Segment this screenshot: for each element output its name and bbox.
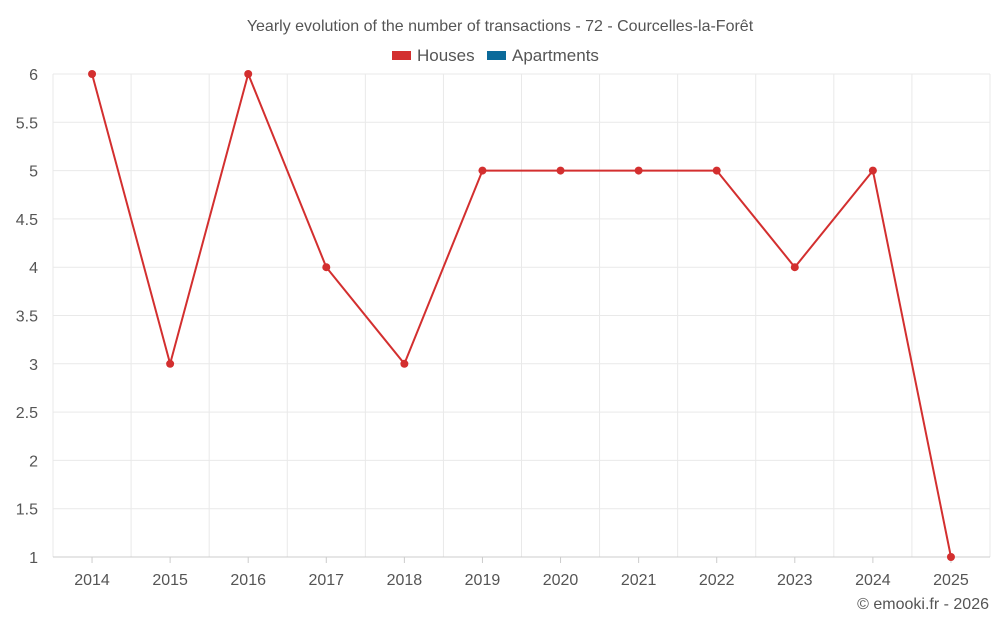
y-tick-label: 6 xyxy=(29,67,38,84)
x-tick-label: 2015 xyxy=(152,572,188,589)
data-point-houses xyxy=(790,263,799,272)
x-tick-label: 2022 xyxy=(699,572,735,589)
x-tick-label: 2020 xyxy=(543,572,579,589)
legend: Houses Apartments xyxy=(392,46,599,65)
chart-title: Yearly evolution of the number of transa… xyxy=(247,18,754,35)
data-point-houses xyxy=(634,166,643,175)
credit-text: © emooki.fr - 2026 xyxy=(857,596,989,613)
x-tick-label: 2025 xyxy=(933,572,969,589)
x-tick-label: 2021 xyxy=(621,572,657,589)
x-tick-label: 2024 xyxy=(855,572,891,589)
data-point-houses xyxy=(166,359,175,368)
x-tick-label: 2016 xyxy=(230,572,266,589)
data-point-houses xyxy=(322,263,331,272)
data-point-houses xyxy=(868,166,877,175)
data-point-houses xyxy=(244,70,253,78)
legend-label-houses: Houses xyxy=(417,46,475,65)
data-point-houses xyxy=(556,166,565,175)
y-tick-label: 4 xyxy=(29,260,38,277)
y-tick-label: 1 xyxy=(29,550,38,567)
legend-swatch-apartments xyxy=(487,51,506,60)
x-tick-label: 2014 xyxy=(74,572,110,589)
series-line-houses xyxy=(91,73,952,558)
data-point-houses xyxy=(400,359,409,368)
x-tick-label: 2018 xyxy=(387,572,423,589)
x-tick-label: 2023 xyxy=(777,572,813,589)
y-tick-label: 5.5 xyxy=(16,115,38,132)
y-tick-label: 3.5 xyxy=(16,309,38,326)
y-tick-label: 2 xyxy=(29,453,38,470)
data-point-houses xyxy=(946,553,955,561)
x-axis: 2014 2015 2016 2017 2018 2019 2020 2021 2022 2023… xyxy=(53,556,990,589)
data-point-houses xyxy=(88,70,97,78)
data-point-houses xyxy=(712,166,721,175)
y-axis: 1 1.5 2 2.5 3 3.5 4 4.5 5 5.5 6 xyxy=(16,67,38,567)
x-tick-label: 2017 xyxy=(308,572,344,589)
y-tick-label: 5 xyxy=(29,164,38,181)
data-point-houses xyxy=(478,166,487,175)
legend-label-apartments: Apartments xyxy=(512,46,599,65)
legend-swatch-houses xyxy=(392,51,411,60)
legend-item-apartments[interactable]: Apartments xyxy=(487,46,599,65)
y-tick-label: 1.5 xyxy=(16,502,38,519)
y-tick-label: 3 xyxy=(29,357,38,374)
series-houses xyxy=(88,70,955,561)
x-tick-label: 2019 xyxy=(465,572,501,589)
legend-item-houses[interactable]: Houses xyxy=(392,46,475,65)
y-tick-label: 2.5 xyxy=(16,405,38,422)
y-tick-label: 4.5 xyxy=(16,212,38,229)
